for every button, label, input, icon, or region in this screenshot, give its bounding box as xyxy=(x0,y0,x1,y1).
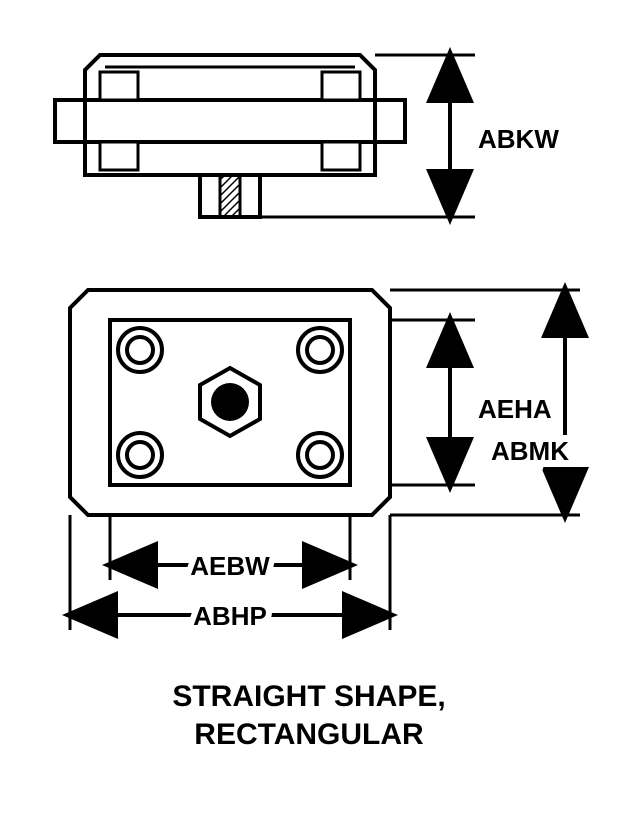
label-aeha: AEHA xyxy=(478,394,552,424)
label-abkw: ABKW xyxy=(478,124,559,154)
label-abmk: ABMK xyxy=(491,436,569,466)
label-aebw-text: AEBW xyxy=(190,551,270,581)
title-line2: RECTANGULAR xyxy=(0,718,618,752)
top-view-group: ABKW xyxy=(55,55,559,217)
label-abhp: ABHP xyxy=(193,601,267,631)
title-block: STRAIGHT SHAPE, RECTANGULAR xyxy=(0,680,618,752)
title-line1: STRAIGHT SHAPE, xyxy=(0,680,618,714)
bottom-view-group: AEBW AEBW ABHP ABHP AEHA ABMK ABMK xyxy=(70,290,580,631)
